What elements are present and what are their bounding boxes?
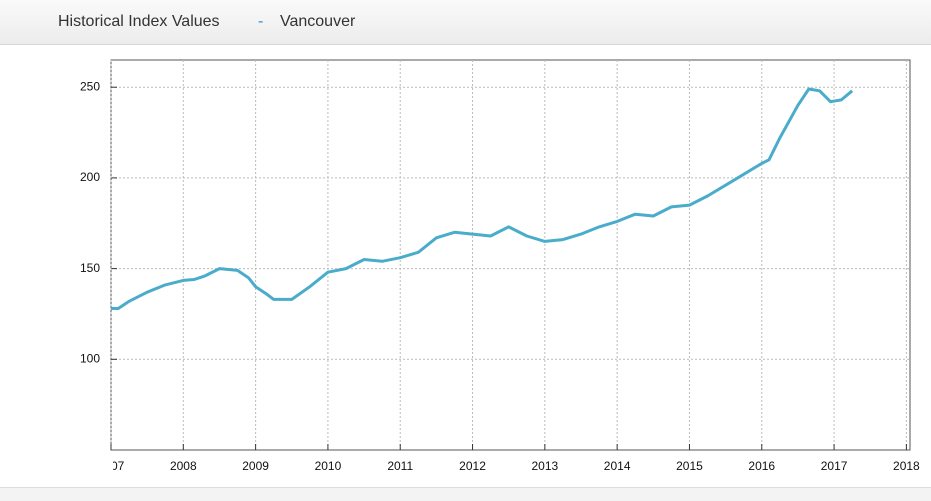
chart: 2007 2008 2009 2010 2011 2012 2013 2014 2015 2016… <box>80 59 920 473</box>
x-tick-label: 2009 <box>242 459 269 473</box>
index-line <box>111 87 854 310</box>
title: Historical Index Values <box>58 13 220 30</box>
header: Historical Index Values - Vancouver <box>0 0 931 45</box>
plot-frame <box>110 59 911 451</box>
x-tick-label: 2017 <box>821 459 848 473</box>
x-tick-label: 2013 <box>531 459 558 473</box>
x-tick-label: 2015 <box>676 459 703 473</box>
x-tick-label: 2018 <box>893 459 920 473</box>
x-tick-label: 2014 <box>604 459 631 473</box>
y-tick-label: 250 <box>80 79 100 93</box>
y-tick-label: 150 <box>80 261 100 275</box>
x-tick-label: 2010 <box>315 459 342 473</box>
x-tick-label: 2016 <box>748 459 775 473</box>
footer <box>0 487 931 501</box>
separator: - <box>258 13 264 30</box>
x-tick-label: 2012 <box>459 459 486 473</box>
y-tick-label: 200 <box>80 170 100 184</box>
location: Vancouver <box>280 13 356 30</box>
x-tick-label: 2007 <box>98 459 125 473</box>
x-tick-label: 2011 <box>387 459 413 473</box>
x-tick-label: 2008 <box>170 459 197 473</box>
y-tick-label: 100 <box>80 351 100 365</box>
